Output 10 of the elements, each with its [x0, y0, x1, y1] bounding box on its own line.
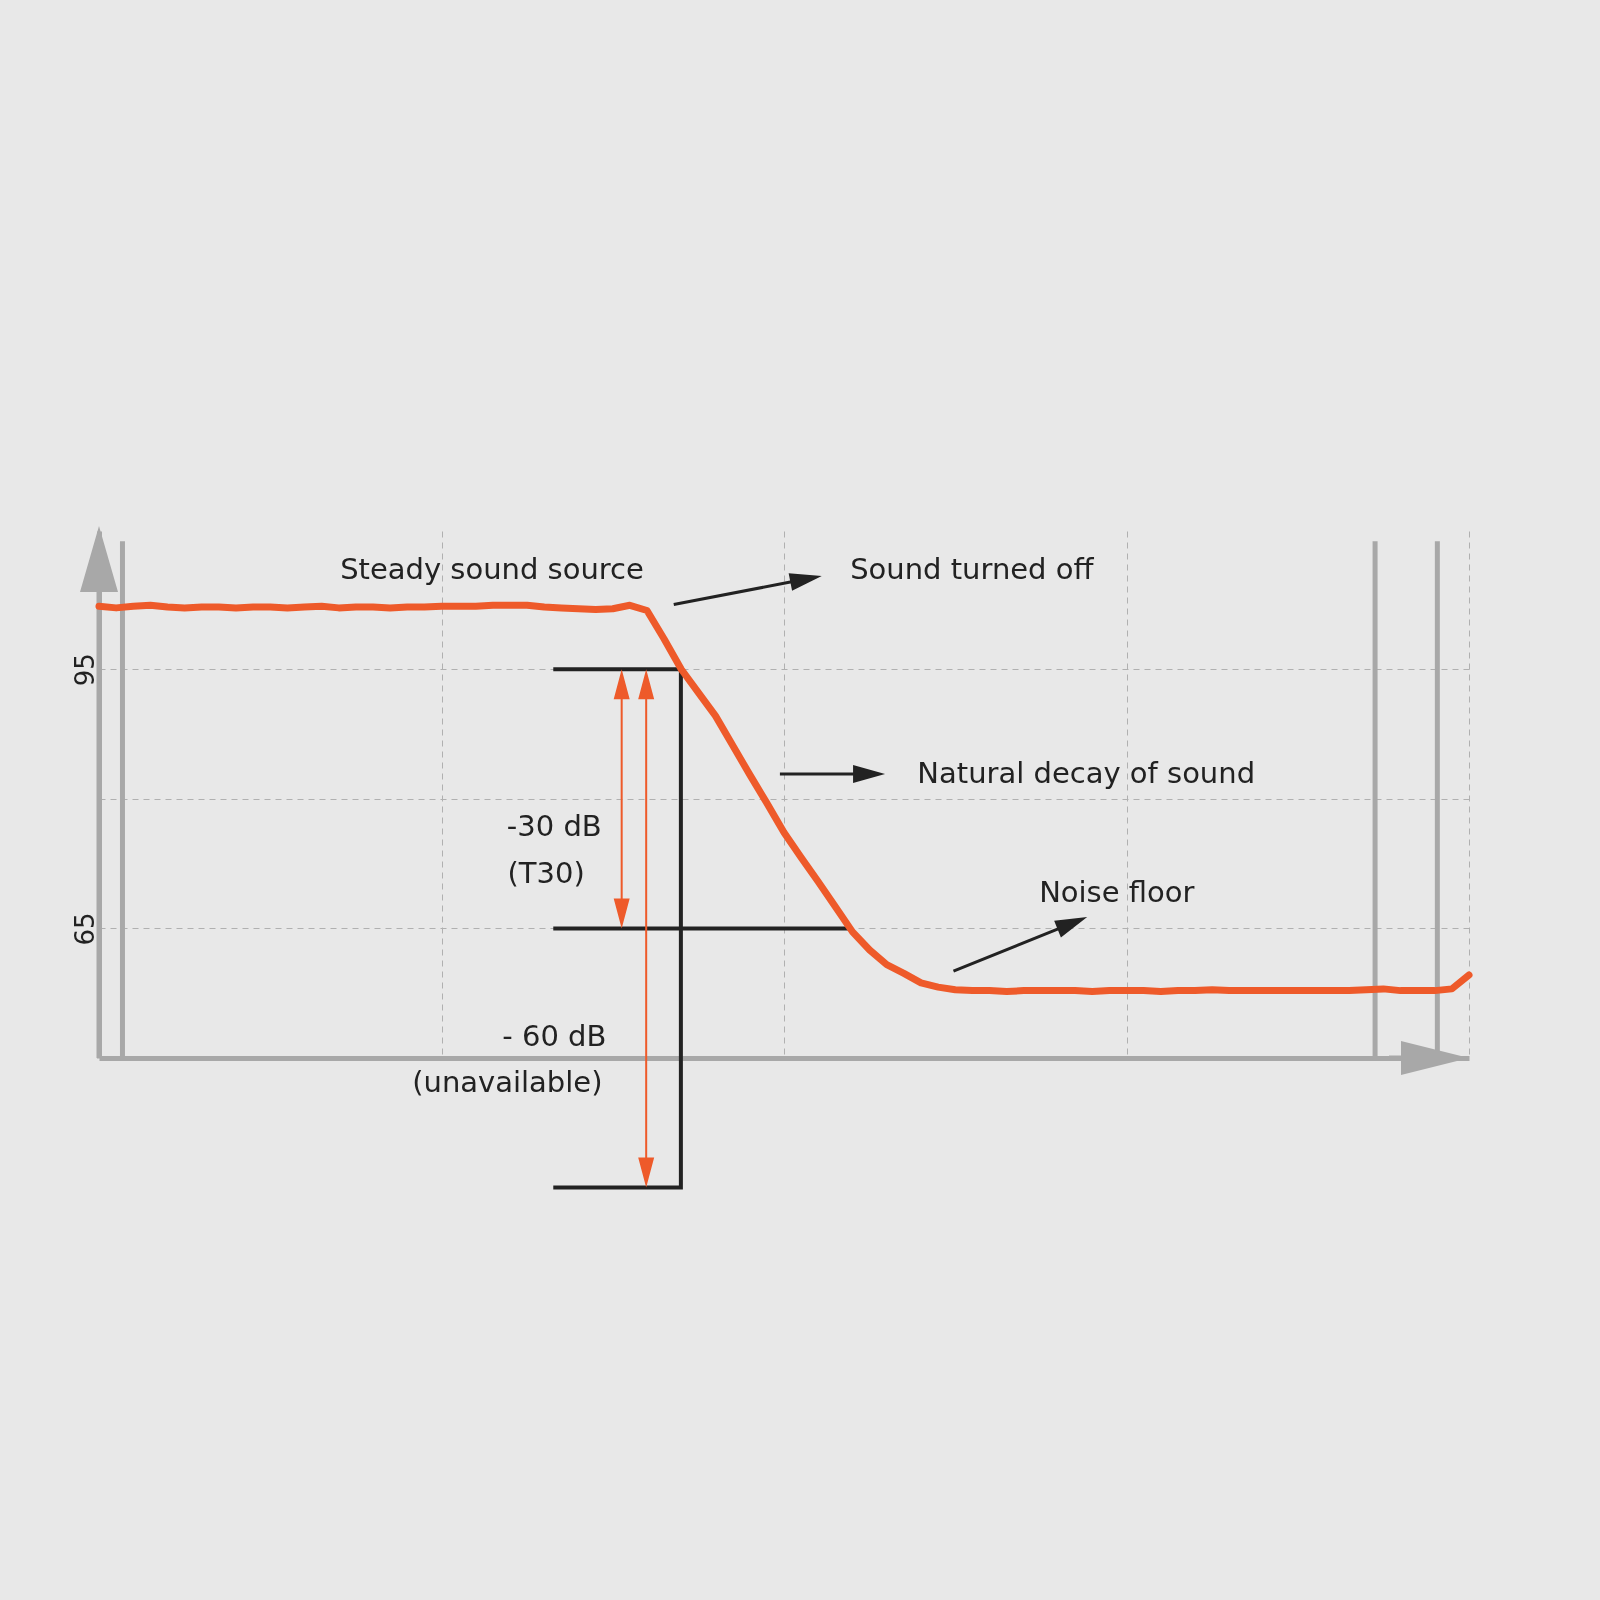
- annotation: (T30): [507, 856, 585, 891]
- annotation: - 60 dB: [502, 1018, 607, 1053]
- annotation: Sound turned off: [850, 551, 1095, 586]
- y-tick-label: 95: [69, 653, 100, 687]
- annotation: Noise floor: [1039, 874, 1195, 909]
- text: (unavailable): [412, 1064, 603, 1099]
- annotation: Steady sound source: [340, 551, 644, 586]
- annotation: Natural decay of sound: [917, 756, 1256, 791]
- annotation: -30 dB: [506, 809, 602, 844]
- y-tick-label: 65: [69, 912, 100, 946]
